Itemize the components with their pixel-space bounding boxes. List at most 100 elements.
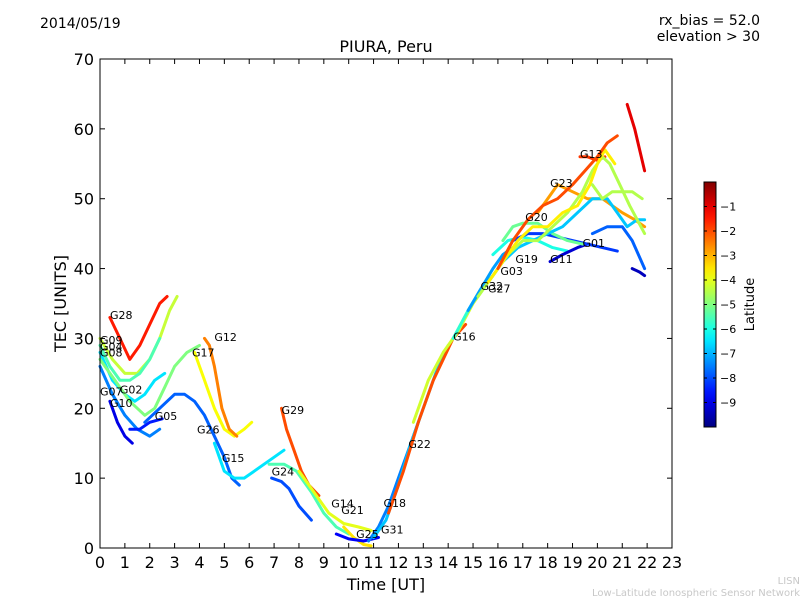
x-tick-label: 16 (488, 553, 508, 572)
x-tick-label: 11 (363, 553, 383, 572)
x-tick-label: 5 (219, 553, 229, 572)
satellite-label-G28: G28 (110, 309, 133, 322)
satellite-label-G12: G12 (214, 331, 237, 344)
x-tick-label: 10 (339, 553, 359, 572)
series-G08 (98, 350, 167, 403)
x-tick-label: 14 (438, 553, 458, 572)
y-axis-label: TEC [UNITS] (51, 255, 70, 353)
series-G_C (486, 148, 617, 284)
y-tick-label: 40 (74, 260, 94, 279)
x-tick-label: 2 (145, 553, 155, 572)
satellite-label-G22: G22 (408, 438, 431, 451)
x-tick-label: 23 (662, 553, 682, 572)
satellite-label-G05: G05 (155, 410, 178, 423)
series-G02 (98, 343, 201, 417)
x-tick-label: 9 (319, 553, 329, 572)
x-tick-label: 21 (612, 553, 632, 572)
x-tick-label: 13 (413, 553, 433, 572)
colorbar-tick-label: −9 (720, 397, 736, 410)
series-G_G (625, 102, 647, 173)
series-G15 (212, 441, 286, 480)
series-G17 (193, 350, 254, 438)
satellite-label-G14: G14 (331, 497, 354, 510)
y-tick-label: 20 (74, 399, 94, 418)
plot-area (100, 59, 672, 548)
x-tick-label: 6 (244, 553, 254, 572)
colorbar-label: Latitude (743, 278, 758, 332)
y-tick-label: 0 (84, 539, 94, 558)
satellite-label-G21: G21 (341, 504, 364, 517)
y-tick-label: 60 (74, 120, 94, 139)
satellite-label-G02: G02 (120, 384, 143, 397)
footer-org-full: Low-Latitude Ionospheric Sensor Network (592, 588, 800, 599)
satellite-label-G11: G11 (550, 253, 573, 266)
x-tick-label: 3 (170, 553, 180, 572)
satellite-label-G24: G24 (272, 465, 295, 478)
rx-bias-label: rx_bias = 52.0 (658, 13, 760, 29)
series-G07 (98, 364, 162, 438)
date-label: 2014/05/19 (40, 16, 121, 32)
x-tick-label: 20 (587, 553, 607, 572)
chart-title: PIURA, Peru (339, 37, 432, 56)
satellite-label-G04: G04 (100, 340, 123, 353)
series-G12 (203, 336, 239, 438)
series-G_H (630, 267, 647, 278)
x-tick-label: 17 (513, 553, 533, 572)
satellite-label-G26: G26 (197, 423, 220, 436)
series-G10 (108, 399, 134, 445)
series-G_D (496, 134, 619, 271)
colorbar-tick-label: −8 (720, 372, 736, 385)
x-tick-label: 22 (637, 553, 657, 572)
satellite-label-G13: G13 (580, 148, 603, 161)
y-tick-label: 70 (74, 50, 94, 69)
series-G24 (270, 476, 313, 522)
satellite-label-G17: G17 (192, 347, 215, 360)
satellite-label-G09: G09 (100, 334, 123, 347)
satellite-label-G07: G07 (100, 386, 123, 399)
elevation-label: elevation > 30 (656, 29, 760, 45)
plot-frame (99, 58, 673, 549)
colorbar-tick-label: −2 (720, 225, 736, 238)
satellite-label-G08: G08 (100, 347, 123, 360)
footer-org-short: LISN (777, 576, 800, 587)
series-G14 (267, 462, 351, 536)
x-tick-label: 7 (269, 553, 279, 572)
colorbar-tick-label: −7 (720, 348, 736, 361)
satellite-label-G27: G27 (488, 282, 511, 295)
series-G26 (143, 392, 241, 487)
series-G05 (128, 417, 164, 431)
satellite-label-G23: G23 (550, 177, 573, 190)
colorbar-tick-label: −3 (720, 250, 736, 263)
x-tick-label: 0 (95, 553, 105, 572)
series-G28 (108, 295, 169, 361)
colorbar-tick-label: −1 (720, 201, 736, 214)
colorbar-tick-label: −5 (720, 299, 736, 312)
satellite-label-G20: G20 (525, 211, 548, 224)
series-G20 (501, 221, 584, 246)
x-tick-label: 4 (194, 553, 204, 572)
satellite-label-G01: G01 (582, 237, 605, 250)
satellite-label-G19: G19 (515, 253, 538, 266)
satellite-label-G31: G31 (381, 523, 404, 536)
series-G_E (590, 183, 644, 201)
x-tick-label: 8 (294, 553, 304, 572)
satellite-label-G25: G25 (356, 528, 379, 541)
satellite-label-G16: G16 (453, 331, 476, 344)
satellite-label-G32: G32 (481, 280, 504, 293)
colorbar-tick-label: −6 (720, 323, 736, 336)
series-G_F (590, 225, 647, 271)
series-G04 (98, 336, 162, 382)
series-G19 (491, 235, 569, 257)
series-G21 (297, 469, 373, 532)
series-G_A (486, 197, 647, 284)
satellite-label-G10: G10 (110, 397, 133, 410)
satellite-label-G03: G03 (500, 265, 523, 278)
y-tick-label: 10 (74, 469, 94, 488)
colorbar-tick-label: −4 (720, 274, 736, 287)
series-G11 (548, 242, 589, 264)
x-tick-label: 19 (562, 553, 582, 572)
x-tick-label: 1 (120, 553, 130, 572)
satellite-label-G15: G15 (222, 452, 245, 465)
y-tick-label: 50 (74, 190, 94, 209)
